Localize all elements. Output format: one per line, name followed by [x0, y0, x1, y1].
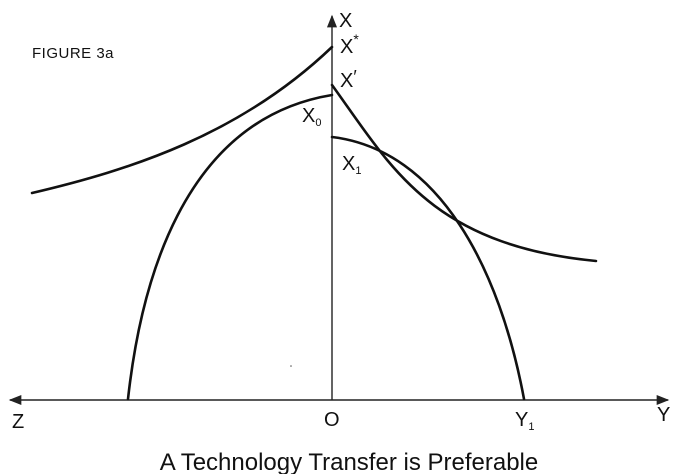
label-x-star-base: X — [340, 36, 353, 58]
indifference-curve-left — [30, 45, 334, 195]
label-x-star-mark: * — [353, 31, 359, 47]
label-y-one-base: Y — [515, 409, 528, 431]
axis-label-z: Z — [12, 411, 24, 433]
label-x-zero-sub: 0 — [315, 117, 321, 129]
label-x-prime-mark: ′ — [353, 67, 357, 87]
figure-label: FIGURE 3a — [32, 45, 114, 62]
figure-caption: A Technology Transfer is Preferable — [160, 449, 538, 474]
stray-dot — [290, 365, 292, 367]
label-x-one-sub: 1 — [355, 165, 361, 177]
frontier-curve-left — [126, 93, 334, 401]
label-x-one: X1 — [342, 153, 361, 177]
label-x-zero: X0 — [302, 105, 321, 129]
indifference-curve-right — [330, 83, 598, 263]
label-x-one-base: X — [342, 153, 355, 175]
label-x-prime-base: X — [340, 70, 353, 92]
origin-label: O — [324, 409, 340, 431]
label-x-zero-base: X — [302, 105, 315, 127]
label-y-one: Y1 — [515, 409, 534, 433]
label-x-star: X* — [340, 31, 359, 58]
label-x-prime: X′ — [340, 67, 357, 92]
frontier-curve-right — [330, 135, 526, 401]
axis-label-x: X — [339, 10, 352, 32]
axis-label-y: Y — [657, 404, 670, 426]
label-y-one-sub: 1 — [528, 421, 534, 433]
